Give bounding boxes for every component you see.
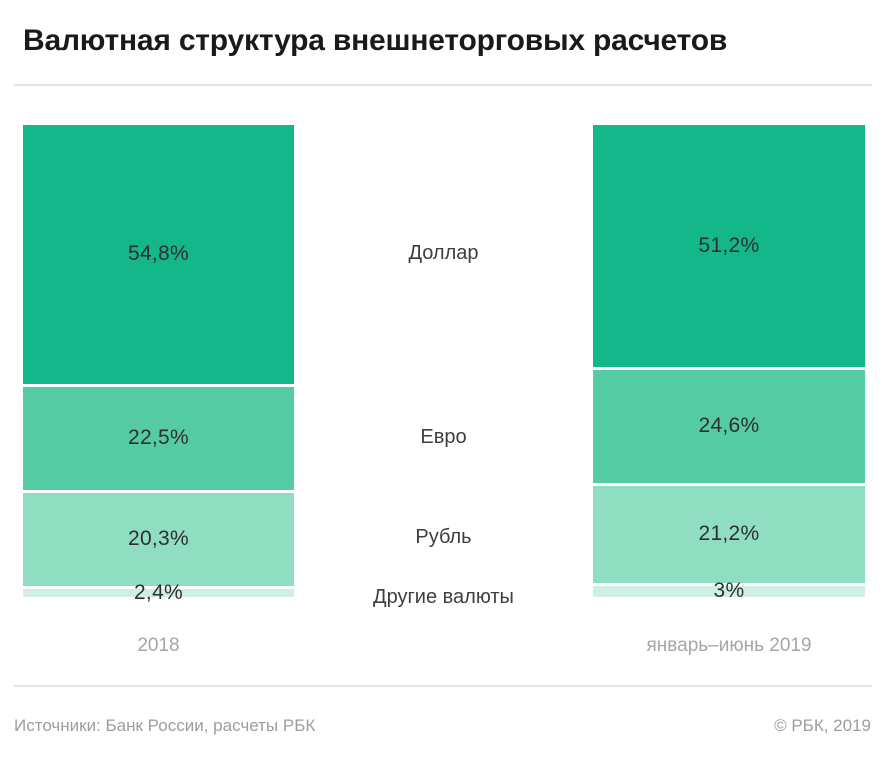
- bar-2018-segment-euro: 22,5%: [23, 383, 294, 490]
- footer-divider: [14, 685, 872, 687]
- footer-source-text: Источники: Банк России, расчеты РБК: [14, 716, 316, 735]
- axis-label-jan-jun-2019: январь–июнь 2019: [646, 635, 812, 656]
- page-title: Валютная структура внешнеторговых расчет…: [23, 24, 728, 57]
- bar-2018: 54,8% 22,5% 20,3% 2,4%: [23, 125, 294, 604]
- bar-2019-segment-dollar: 51,2%: [593, 125, 865, 367]
- segment-value-label: 21,2%: [698, 522, 760, 546]
- segment-value-label: 20,3%: [127, 527, 190, 551]
- segment-value-label: 22,5%: [127, 426, 190, 450]
- bar-2018-segment-ruble: 20,3%: [23, 489, 294, 586]
- bar-2019-segment-other: 3%: [593, 579, 865, 602]
- bar-2018-segment-other: 2,4%: [23, 581, 294, 604]
- title-divider: [14, 84, 872, 86]
- segment-value-label: 24,6%: [698, 414, 760, 438]
- axis-label-2018: 2018: [137, 635, 180, 656]
- segment-value-label: 51,2%: [698, 233, 760, 257]
- footer-copyright-text: © РБК, 2019: [774, 716, 871, 735]
- segment-value-label: 3%: [713, 579, 745, 603]
- bar-2019-segment-euro: 24,6%: [593, 366, 865, 483]
- legend-label-dollar: Доллар: [408, 242, 479, 264]
- legend-label-other-currencies: Другие валюты: [373, 586, 514, 608]
- bar-2018-segment-dollar: 54,8%: [23, 125, 294, 384]
- legend-label-euro: Евро: [420, 426, 467, 448]
- segment-value-label: 54,8%: [127, 242, 190, 266]
- segment-value-label: 2,4%: [133, 580, 184, 604]
- bar-jan-jun-2019: 51,2% 24,6% 21,2% 3%: [593, 125, 865, 602]
- bar-2019-segment-ruble: 21,2%: [593, 482, 865, 583]
- legend-label-ruble: Рубль: [415, 526, 472, 548]
